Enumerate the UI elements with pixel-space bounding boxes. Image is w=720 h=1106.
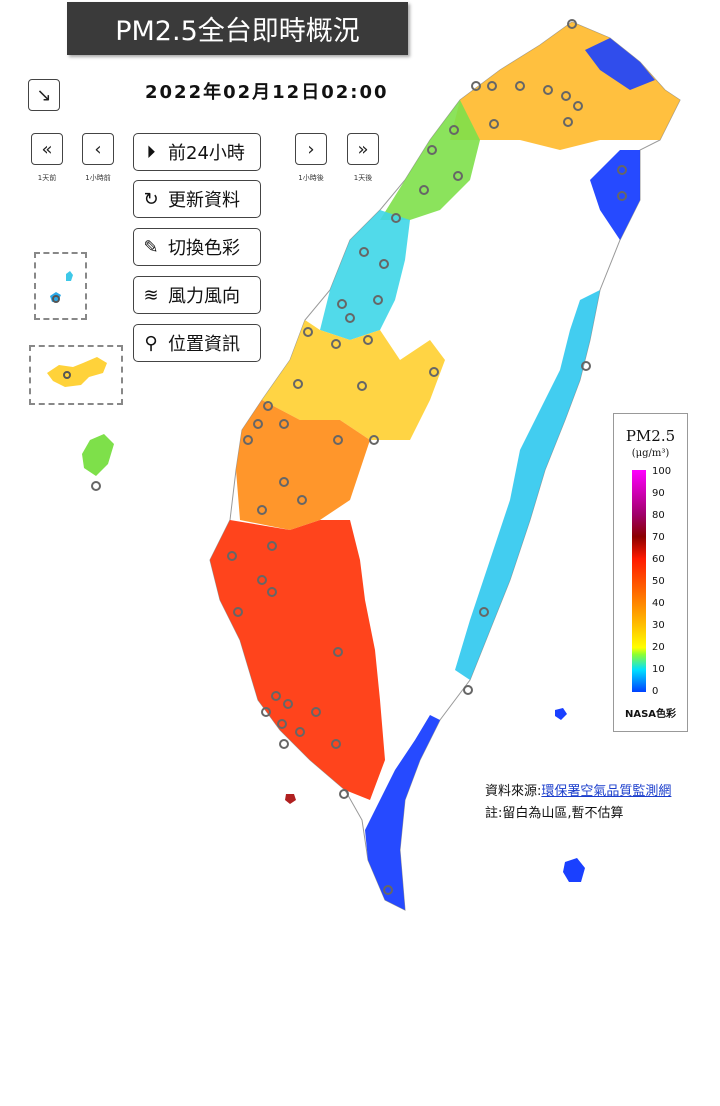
hour-back-button[interactable]: ‹ [82,133,114,165]
chevron-left-icon: ‹ [94,138,102,160]
source-prefix: 資料來源: [485,784,542,799]
legend-tick: 40 [652,598,665,609]
legend-tick: 50 [652,576,665,587]
wind-icon: ≋ [143,284,159,306]
datetime-label: 2022年02月12日02:00 [145,82,389,103]
central-orange-zone [236,400,370,530]
east-cyan-zone [455,290,600,680]
south-tip-blue-zone [365,715,440,910]
data-source: 資料來源:環保署空氣品質監測網 [485,780,671,799]
legend-color-bar [632,470,646,692]
location-button[interactable]: ⚲ 位置資訊 [133,324,261,362]
paintbrush-icon: ✎ [143,236,159,258]
day-forward-button[interactable]: » [347,133,379,165]
color-switch-label: 切換色彩 [168,238,240,259]
legend-tick: 0 [652,686,659,697]
monitoring-stations [91,19,627,895]
matsu-map [50,271,73,303]
liuqiu-island [285,794,296,804]
location-label: 位置資訊 [168,334,240,355]
legend-footer: NASA色彩 [624,709,677,720]
south-red-zone [210,520,385,800]
map-pin-icon: ⚲ [144,332,158,354]
refresh-button[interactable]: ↻ 更新資料 [133,180,261,218]
wind-button[interactable]: ≋ 風力風向 [133,276,261,314]
day-back-button[interactable]: « [31,133,63,165]
wind-label: 風力風向 [168,286,240,307]
day-forward-label: 1天後 [353,174,373,182]
prev-24h-button[interactable]: ⏵ 前24小時 [133,133,261,171]
day-back-label: 1天前 [37,174,57,182]
legend-tick: 90 [652,488,665,499]
legend-title: PM2.5 [625,427,676,445]
legend-tick: 100 [652,466,672,477]
pm25-legend: PM2.5 (μg/m³) 100 90 80 70 60 50 40 30 2… [613,413,688,732]
page-title: PM2.5全台即時概況 [67,2,408,55]
central-yellow-zone [262,320,445,440]
play-circle-icon: ⏵ [146,141,156,163]
prev-24h-label: 前24小時 [168,143,245,164]
source-link[interactable]: 環保署空氣品質監測網 [541,784,672,799]
northwest-green-zone [380,100,480,220]
chevron-right-icon: › [307,138,315,160]
kinmen-map [47,357,107,387]
legend-tick: 80 [652,510,665,521]
orchid-island [563,858,585,882]
green-island [555,708,567,720]
northeast-coast-blue [590,150,640,240]
double-chevron-right-icon: » [357,138,369,160]
northeast-blue-zone [585,38,655,90]
collapse-button[interactable]: ↘ [28,79,60,111]
legend-tick: 30 [652,620,665,631]
refresh-label: 更新資料 [168,190,240,211]
inset-kinmen[interactable] [29,345,123,405]
hour-forward-button[interactable]: › [295,133,327,165]
double-chevron-left-icon: « [41,138,53,160]
legend-tick: 10 [652,664,665,675]
legend-tick: 60 [652,554,665,565]
legend-tick: 70 [652,532,665,543]
inset-matsu[interactable] [34,252,87,320]
hour-back-label: 1小時前 [85,174,111,182]
note-text: 註:留白為山區,暫不估算 [485,806,624,821]
arrow-down-right-icon: ↘ [36,84,52,106]
legend-unit: (μg/m³) [631,448,670,459]
north-yellow-zone [450,22,680,150]
penghu-islands [82,434,114,476]
legend-tick: 20 [652,642,665,653]
refresh-icon: ↻ [143,188,159,210]
hour-forward-label: 1小時後 [298,174,324,182]
color-switch-button[interactable]: ✎ 切換色彩 [133,228,261,266]
